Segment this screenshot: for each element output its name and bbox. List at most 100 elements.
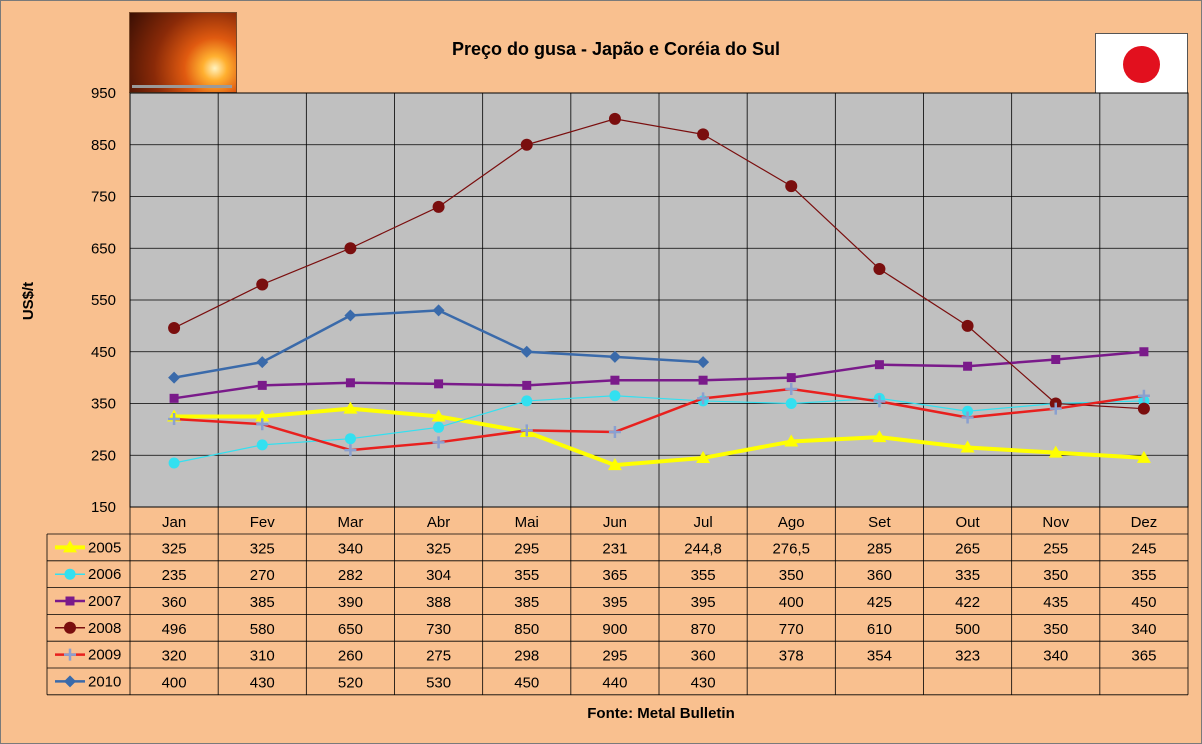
data-point [786, 373, 796, 383]
data-point [343, 401, 358, 414]
data-table-cell: 385 [250, 594, 275, 611]
data-table-cell: 298 [514, 648, 539, 665]
data-table-cell: 530 [426, 674, 451, 691]
series-line [174, 387, 1145, 452]
data-point [696, 450, 711, 463]
data-table-cell: 275 [426, 648, 451, 665]
data-table-cell: 335 [955, 567, 980, 584]
data-table-cell: 340 [1131, 621, 1156, 638]
data-table-cell: 360 [691, 648, 716, 665]
data-point [433, 421, 445, 433]
data-point [344, 444, 357, 457]
data-point [1051, 355, 1061, 365]
data-point [872, 430, 887, 443]
x-tick-label: Out [955, 514, 980, 531]
data-table-cell: 355 [1131, 567, 1156, 584]
data-point [168, 457, 180, 469]
data-point [256, 278, 269, 291]
y-tick-label: 550 [91, 292, 116, 309]
data-point [344, 309, 357, 322]
data-point [960, 440, 975, 453]
series-line [173, 395, 1144, 464]
y-tick-label: 650 [91, 240, 116, 257]
data-table-cell: 350 [779, 567, 804, 584]
y-tick-label: 350 [91, 396, 116, 413]
x-tick-label: Nov [1042, 514, 1069, 531]
data-point [432, 304, 445, 317]
data-table-cell: 350 [1043, 567, 1068, 584]
data-table-cell: 395 [602, 594, 627, 611]
x-tick-label: Abr [427, 514, 450, 531]
source-note: Fonte: Metal Bulletin [587, 705, 735, 722]
x-tick-label: Set [868, 514, 891, 531]
data-table-cell: 400 [162, 674, 187, 691]
legend-entry: 2010 [88, 673, 121, 690]
legend-entry: 2007 [88, 593, 121, 610]
data-point [961, 319, 974, 332]
legend-key-marker [64, 568, 76, 580]
legend-key-marker [65, 596, 75, 606]
data-point [873, 262, 886, 275]
data-point [432, 436, 445, 449]
y-tick-label: 850 [91, 137, 116, 154]
x-tick-label: Ago [778, 514, 805, 531]
data-point [255, 409, 270, 422]
data-point [168, 413, 181, 426]
data-point [256, 356, 269, 369]
data-table-cell: 295 [514, 540, 539, 557]
x-tick-label: Jan [162, 514, 186, 531]
data-point [785, 383, 798, 396]
data-table-cell: 378 [779, 648, 804, 665]
data-point [607, 458, 622, 471]
legend-key-marker [64, 648, 76, 661]
data-table-cell: 430 [250, 674, 275, 691]
data-point [1049, 402, 1062, 415]
x-tick-label: Jul [693, 514, 712, 531]
data-point [785, 398, 797, 409]
data-table-cell: 650 [338, 621, 363, 638]
data-table-cell: 235 [162, 567, 187, 584]
chart-title: Preço do gusa - Japão e Coréia do Sul [451, 39, 781, 59]
data-table-cell: 340 [338, 540, 363, 557]
data-point [345, 378, 355, 388]
data-table-cell: 354 [867, 648, 892, 665]
data-table-cell: 385 [514, 594, 539, 611]
data-table-cell: 870 [691, 621, 716, 638]
data-table-cell: 320 [162, 648, 187, 665]
data-point [608, 425, 621, 438]
data-table-cell: 360 [867, 567, 892, 584]
data-point [1137, 402, 1150, 415]
y-tick-label: 450 [91, 344, 116, 361]
data-point [434, 379, 444, 389]
data-table-cell: 350 [1043, 621, 1068, 638]
japan-flag-icon [1095, 33, 1188, 95]
data-table-cell: 340 [1043, 648, 1068, 665]
data-table-cell: 365 [1131, 648, 1156, 665]
data-point [520, 138, 533, 151]
series-line [174, 406, 1145, 468]
data-point [256, 439, 268, 451]
data-table-cell: 435 [1043, 594, 1068, 611]
data-table-cell: 295 [602, 648, 627, 665]
data-point [610, 375, 620, 385]
data-point [784, 434, 799, 447]
data-table-cell: 325 [426, 540, 451, 557]
data-table-cell: 260 [338, 648, 363, 665]
data-point [521, 395, 533, 407]
data-table-cell: 355 [691, 567, 716, 584]
data-point [609, 390, 621, 402]
data-table-cell: 440 [602, 674, 627, 691]
data-point [256, 418, 269, 431]
data-table-cell: 450 [514, 674, 539, 691]
x-tick-label: Mar [337, 514, 363, 531]
data-table-cell: 850 [514, 621, 539, 638]
data-table-cell: 388 [426, 594, 451, 611]
data-point [520, 424, 533, 437]
data-table-cell: 730 [426, 621, 451, 638]
data-point [608, 112, 621, 125]
data-point [874, 360, 884, 370]
data-point [961, 411, 974, 424]
legend-key-marker [63, 540, 77, 553]
y-tick-label: 950 [91, 85, 116, 102]
data-table-cell: 496 [162, 621, 187, 638]
